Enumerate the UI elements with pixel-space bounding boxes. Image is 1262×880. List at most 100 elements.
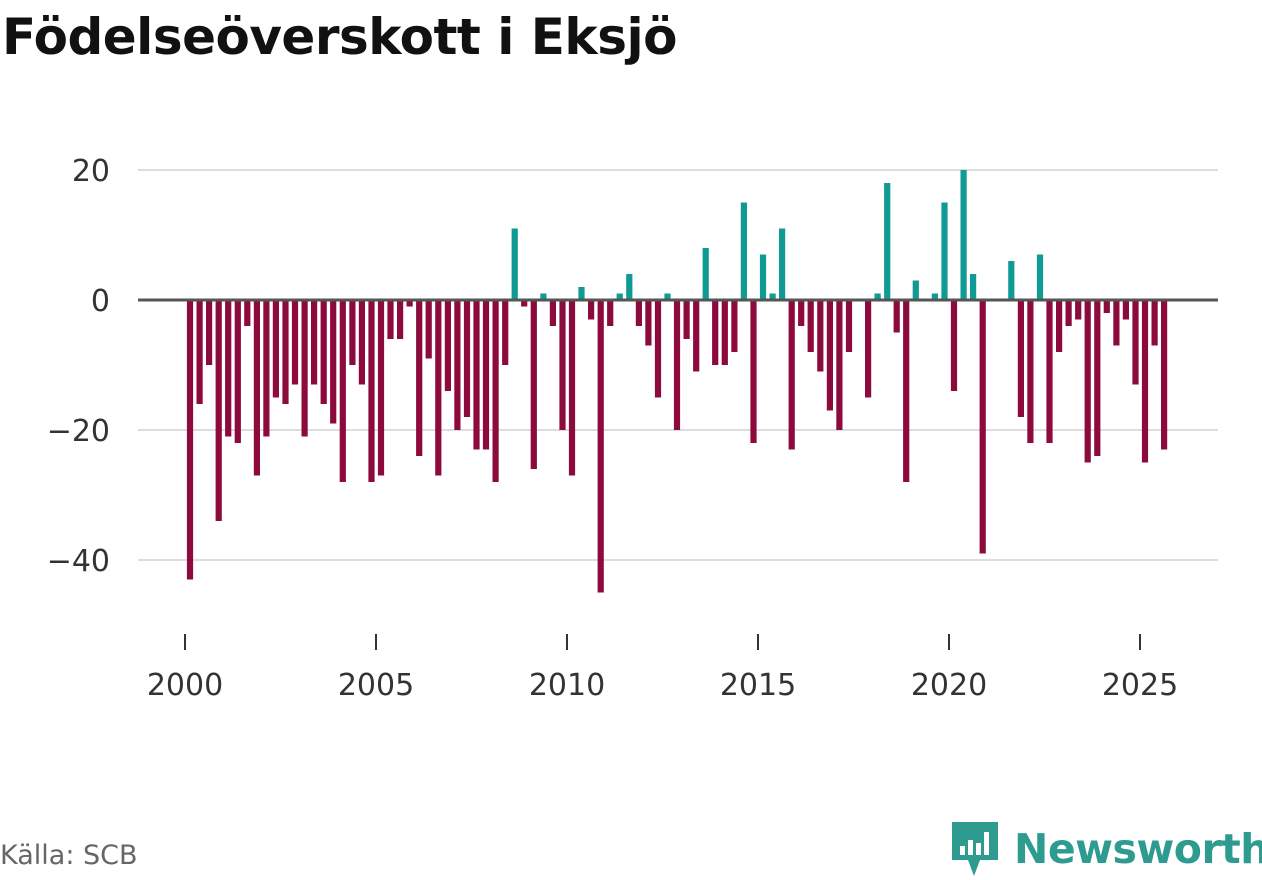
y-tick-label: −40 (47, 544, 110, 579)
bar: 2010 K4: -45 (597, 300, 604, 593)
bar: 2002 K2: -15 (272, 300, 279, 398)
bar: 2002 K1: -21 (263, 300, 270, 437)
bar: 2003 K3: -16 (320, 300, 327, 404)
brand-logo[interactable]: Newsworthy (950, 818, 1262, 880)
y-tick-label: 20 (72, 154, 110, 189)
bar: 2011 K3: 4 (626, 274, 633, 300)
bar: 2024 K2: -7 (1113, 300, 1120, 346)
bar: 2024 K1: -2 (1103, 300, 1110, 313)
bar: 2007 K1: -20 (454, 300, 461, 430)
bar: 2018 K3: -5 (893, 300, 900, 333)
bar: 2006 K4: -14 (444, 300, 451, 391)
bar: 2020 K3: 4 (970, 274, 977, 300)
bar: 2008 K1: -28 (492, 300, 499, 482)
bar: 2020 K1: -14 (950, 300, 958, 391)
source-note: Källa: SCB (0, 840, 138, 871)
bar: 2001 K3: -4 (244, 300, 251, 326)
bar: 2022 K3: -22 (1046, 300, 1053, 443)
x-axis: 2000 2005 2010 2015 2020 2025 (147, 634, 1178, 703)
bar: 2009 K1: -26 (530, 300, 537, 469)
bar: 2010 K3: -3 (588, 300, 595, 320)
bar: 2021 K4: -18 (1017, 300, 1024, 417)
bar: 2013 K1: -6 (683, 300, 690, 339)
x-tick-label: 2020 (911, 668, 987, 703)
bar: 2023 K1: -4 (1065, 300, 1072, 326)
bar: 2013 K2: -11 (693, 300, 700, 372)
bar: 2011 K4: -4 (635, 300, 642, 326)
bar: 2023 K3: -25 (1084, 300, 1091, 463)
bar: 2018 K4: -28 (903, 300, 910, 482)
bar: 2010 K2: 2 (578, 287, 585, 300)
bar: 2009 K4: -20 (559, 300, 566, 430)
bar: 2020 K4: -39 (979, 300, 986, 554)
bar: 2011 K1: -4 (607, 300, 614, 326)
bar: 2012 K3: 1 (664, 293, 671, 300)
bar: 2005 K2: -6 (387, 300, 394, 339)
bar: 2016 K1: -4 (798, 300, 805, 326)
bar: 2019 K3: 1 (931, 293, 938, 300)
bar: 2001 K2: -22 (234, 300, 241, 443)
bar: 2013 K3: 8 (702, 248, 709, 300)
brand-name: Newsworthy (1014, 825, 1262, 873)
bar: 2006 K1: -24 (416, 300, 423, 456)
y-axis: 20 0 −20 −40 (47, 154, 110, 579)
bar: 2014 K1: -10 (721, 300, 728, 365)
bar: 2013 K4: -10 (712, 300, 719, 365)
bar: 2016 K4: -17 (826, 300, 833, 411)
bar-series: 2000 K1: -432000 K2: -162000 K3: -102000… (186, 170, 1168, 593)
x-tick-label: 2015 (720, 668, 796, 703)
bar: 2000 K3: -10 (206, 300, 213, 365)
bar: 2012 K2: -15 (654, 300, 662, 398)
bar: 2018 K2: 18 (884, 183, 891, 300)
bar: 2014 K3: 15 (740, 202, 747, 300)
bar: 2004 K3: -13 (358, 300, 365, 385)
bar: 2007 K4: -23 (482, 300, 490, 450)
bar: 2002 K3: -16 (282, 300, 289, 404)
bar: 2000 K1: -43 (186, 300, 194, 580)
y-tick-label: −20 (47, 414, 110, 449)
bar: 2016 K2: -8 (807, 300, 814, 352)
bar: 2017 K1: -20 (836, 300, 843, 430)
bar: 2005 K4: -1 (406, 300, 413, 307)
x-tick-label: 2000 (147, 668, 223, 703)
bar: 2015 K1: 7 (759, 254, 767, 300)
bar: 2004 K2: -10 (349, 300, 356, 365)
bar: 2001 K1: -21 (225, 300, 232, 437)
bar: 2021 K3: 6 (1008, 261, 1015, 300)
bar: 2017 K2: -8 (845, 300, 853, 352)
bar: 2006 K2: -9 (425, 300, 432, 359)
bar: 2007 K2: -18 (463, 300, 471, 417)
x-tick-label: 2025 (1102, 668, 1178, 703)
x-tick-label: 2010 (529, 668, 605, 703)
bar: 2003 K1: -21 (301, 300, 308, 437)
x-tick-label: 2005 (338, 668, 414, 703)
bar: 2014 K4: -22 (750, 300, 757, 443)
bar: 2017 K4: -15 (865, 300, 872, 398)
bar: 2012 K1: -7 (645, 300, 652, 346)
bar: 2008 K2: -10 (502, 300, 509, 365)
bar: 2022 K1: -22 (1027, 300, 1034, 443)
bar: 2001 K4: -27 (253, 300, 260, 476)
bar: 2006 K3: -27 (435, 300, 442, 476)
bar: 2020 K2: 20 (960, 170, 967, 300)
bar: 2025 K2: -7 (1151, 300, 1158, 346)
bar: 2015 K4: -23 (788, 300, 795, 450)
newsworthy-logo-icon (952, 822, 998, 876)
bar: 2010 K1: -27 (568, 300, 576, 476)
bar: 2007 K3: -23 (473, 300, 480, 450)
bar: 2000 K4: -34 (215, 300, 222, 521)
bar: 2005 K1: -27 (377, 300, 385, 476)
bar: 2019 K1: 3 (912, 280, 919, 300)
bar: 2004 K1: -28 (339, 300, 346, 482)
bar: 2015 K2: 1 (769, 293, 776, 300)
bar: 2003 K4: -19 (330, 300, 337, 424)
bar: 2024 K4: -13 (1132, 300, 1139, 385)
bar: 2024 K3: -3 (1122, 300, 1129, 320)
bar: 2014 K2: -8 (731, 300, 738, 352)
bar: 2009 K2: 1 (540, 293, 547, 300)
bar: 2016 K3: -11 (817, 300, 824, 372)
bar: 2025 K3: -23 (1161, 300, 1168, 450)
bar: 2022 K4: -8 (1056, 300, 1063, 352)
bar: 2011 K2: 1 (616, 293, 623, 300)
bar: 2002 K4: -13 (291, 300, 299, 385)
